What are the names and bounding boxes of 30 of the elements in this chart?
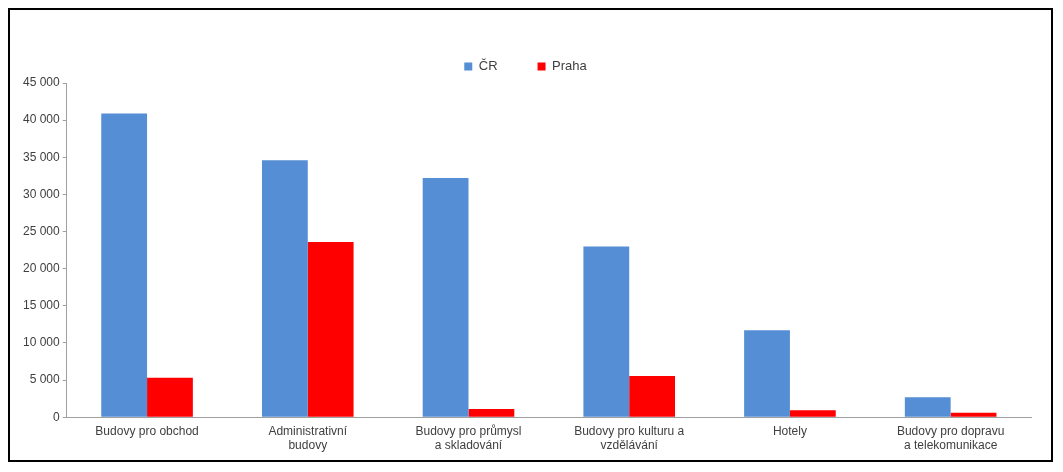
bar (468, 409, 515, 417)
y-tick-label: 10 000 (23, 335, 61, 350)
legend-label: ČR (478, 58, 498, 74)
x-tick-label: Budovy pro dopravu a telekomunikace (896, 423, 1005, 453)
y-tick-label: 40 000 (23, 112, 61, 127)
bar (629, 375, 676, 417)
bar (261, 160, 308, 417)
y-tick-label: 30 000 (23, 186, 61, 201)
x-tick-label: Budovy pro kulturu a vzdělávání (574, 423, 685, 453)
x-tick-label: Budovy pro průmysl a skladování (415, 423, 522, 453)
y-tick-label: 0 (53, 409, 61, 424)
bar (904, 397, 951, 417)
bar (307, 241, 354, 417)
legend-label: Praha (552, 58, 588, 74)
y-tick-label: 35 000 (23, 149, 61, 164)
bar (101, 113, 148, 417)
y-tick-label: 5 000 (29, 372, 61, 387)
bar (950, 412, 997, 417)
x-tick-label: Administrativní budovy (268, 423, 348, 453)
bar (147, 377, 193, 417)
bar (583, 246, 630, 417)
y-tick-label: 45 000 (23, 75, 61, 90)
bar (422, 178, 469, 417)
y-tick-label: 25 000 (23, 223, 61, 238)
y-tick-label: 15 000 (23, 298, 61, 313)
bar (744, 330, 790, 417)
x-tick-label: Budovy pro obchod (95, 423, 199, 438)
bar (789, 410, 836, 417)
x-tick-label: Hotely (772, 423, 807, 438)
y-tick-label: 20 000 (23, 260, 61, 275)
